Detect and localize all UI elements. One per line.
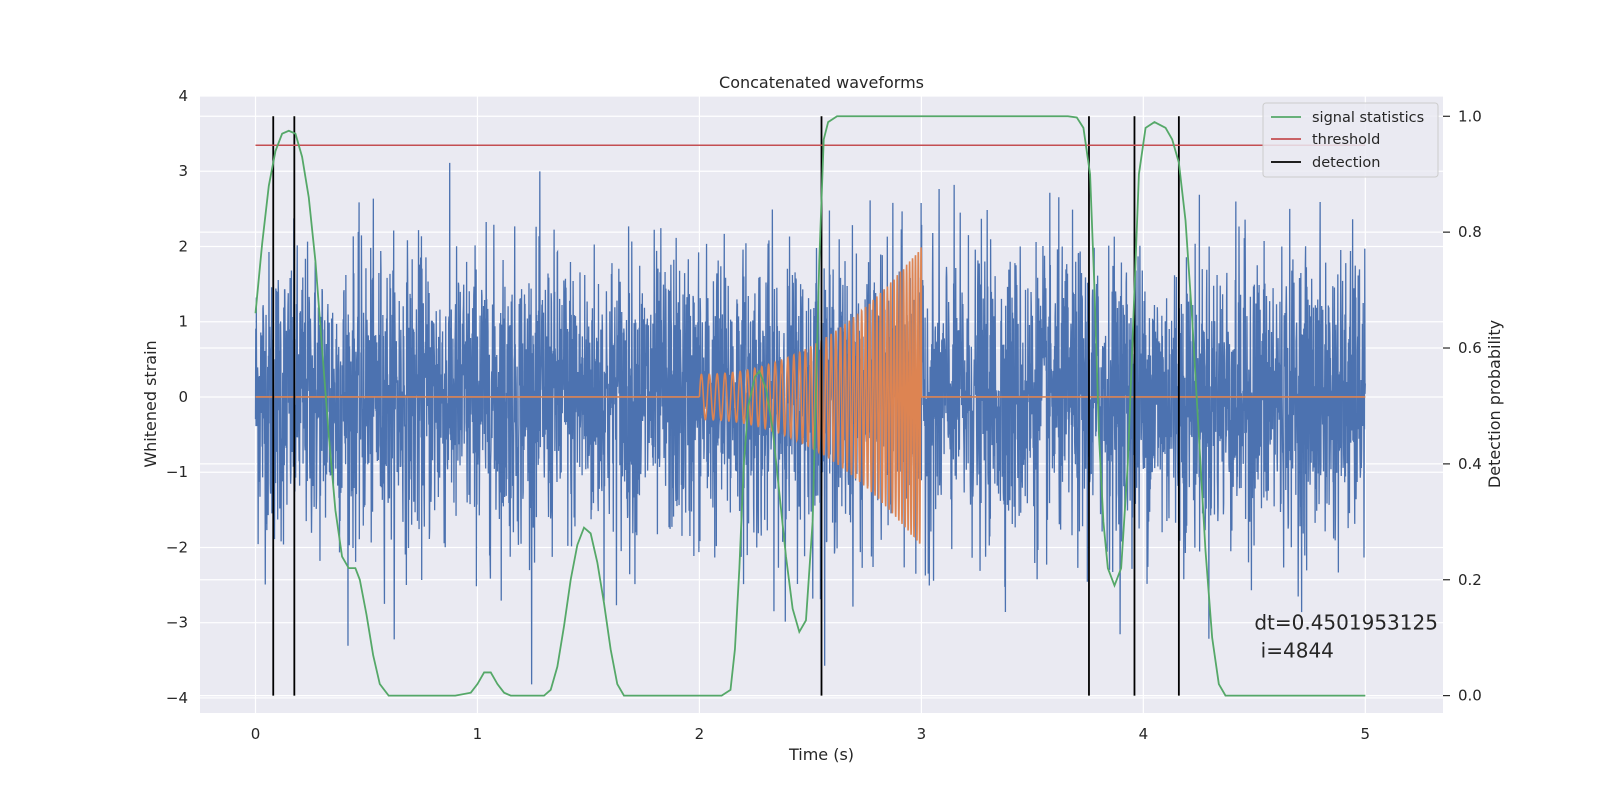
y-tick-label: 4 <box>178 87 188 105</box>
x-tick-label: 4 <box>1139 725 1149 743</box>
right-y-tick-label: 0.0 <box>1458 687 1482 705</box>
x-tick-label: 0 <box>251 725 261 743</box>
y-tick-label: 1 <box>178 313 188 331</box>
injected-signal-series <box>255 247 1366 544</box>
left-axis-ticks: 4 3 2 1 0 −1 −2 −3 −4 <box>166 87 188 707</box>
right-y-tick-label: 0.2 <box>1458 571 1482 589</box>
y-tick-label: −1 <box>166 463 188 481</box>
y-tick-label: −2 <box>166 538 188 556</box>
y-tick-label: −3 <box>166 614 188 632</box>
legend: signal statistics threshold detection <box>1262 102 1439 178</box>
legend-label-detection: detection <box>1312 155 1380 171</box>
annotation-dt: dt=0.4501953125 <box>1254 611 1438 635</box>
signal-statistics-series <box>254 115 1366 697</box>
y-axis-label: Whitened strain <box>141 340 160 467</box>
x-tick-label: 1 <box>473 725 483 743</box>
y-tick-label: 2 <box>178 237 188 255</box>
legend-label-threshold: threshold <box>1312 132 1380 148</box>
right-y-tick-label: 0.8 <box>1458 223 1482 241</box>
x-tick-label: 5 <box>1361 725 1371 743</box>
detection-lines <box>272 116 1180 696</box>
right-axis-ticks: 1.0 0.8 0.6 0.4 0.2 0.0 <box>1443 107 1482 705</box>
y-tick-label: 3 <box>178 162 188 180</box>
x-axis-ticks: 0 1 2 3 4 5 <box>251 725 1370 743</box>
legend-box <box>1262 102 1439 178</box>
right-y-axis-label: Detection probability <box>1485 320 1504 488</box>
right-y-tick-label: 0.4 <box>1458 455 1482 473</box>
data-layer <box>254 115 1366 697</box>
y-tick-label: −4 <box>166 689 188 707</box>
x-axis-label: Time (s) <box>788 745 854 764</box>
right-y-tick-label: 1.0 <box>1458 107 1482 125</box>
right-y-tick-label: 0.6 <box>1458 339 1482 357</box>
annotation-index: i=4844 <box>1254 639 1334 663</box>
x-tick-label: 2 <box>695 725 705 743</box>
x-tick-label: 3 <box>917 725 927 743</box>
y-tick-label: 0 <box>178 388 188 406</box>
noise-series <box>254 162 1366 685</box>
chart-title: Concatenated waveforms <box>719 73 924 92</box>
annotation: dt=0.4501953125 i=4844 <box>1254 611 1438 663</box>
legend-label-signal-statistics: signal statistics <box>1312 110 1424 126</box>
